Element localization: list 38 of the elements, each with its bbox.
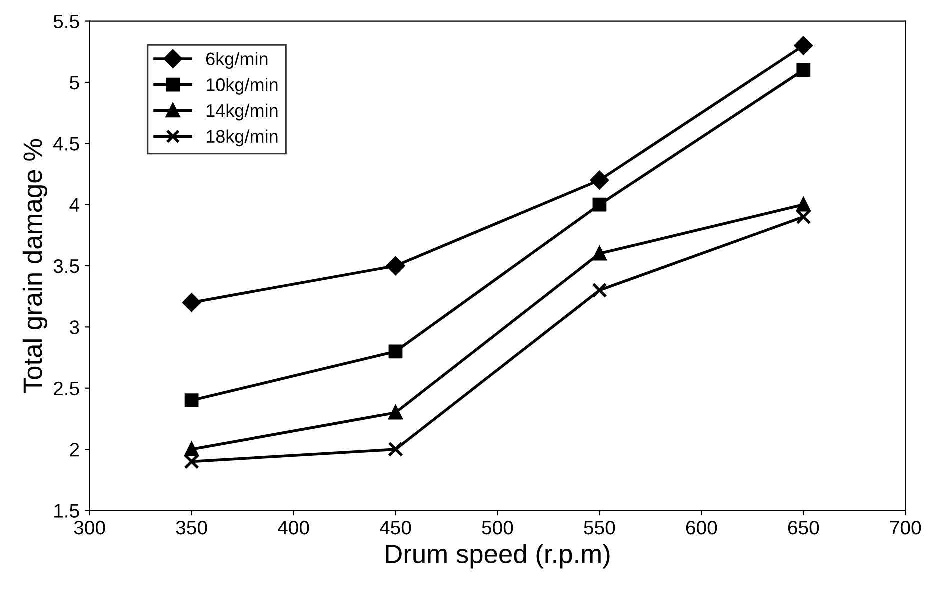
y-tick-label: 2.5	[54, 382, 80, 396]
point	[388, 442, 404, 458]
y-tick-label: 2	[70, 443, 80, 457]
x-tick-label: 300	[74, 520, 106, 535]
x-tick-label: 450	[380, 520, 412, 535]
point	[592, 246, 607, 261]
x-tick-label: 600	[686, 520, 718, 535]
x-tick-label: 400	[278, 520, 310, 535]
x-tick-label: 350	[176, 520, 208, 535]
point	[182, 293, 202, 312]
y-tick-label: 5.5	[54, 14, 80, 29]
y-tick-label: 1.5	[54, 504, 80, 518]
legend-label: 18kg/min	[206, 130, 278, 147]
legend-label: 14kg/min	[206, 104, 278, 121]
x-tick-label: 700	[890, 520, 922, 535]
y-tick-label: 3	[70, 320, 80, 334]
y-tick-label: 4	[70, 198, 80, 212]
x-tick-label: 550	[584, 520, 616, 535]
point	[794, 36, 813, 55]
point	[796, 198, 811, 212]
point	[592, 198, 607, 212]
point	[184, 442, 199, 456]
point	[590, 171, 609, 190]
point	[796, 63, 811, 78]
x-axis-title: Drum speed (r.p.m)	[386, 544, 610, 569]
point	[386, 256, 405, 276]
y-tick-label: 5	[70, 76, 80, 90]
y-tick-label: 3.5	[54, 259, 80, 274]
point	[388, 406, 403, 420]
y-axis-title: Total grain damage %	[22, 139, 48, 394]
point	[184, 394, 199, 408]
legend-label: 10kg/min	[206, 78, 278, 95]
point	[592, 282, 608, 298]
y-tick-label: 4.5	[54, 137, 80, 151]
legend-label: 6kg/min	[206, 52, 268, 70]
x-tick-label: 500	[482, 520, 514, 535]
x-tick-label: 650	[788, 520, 820, 535]
point	[388, 344, 403, 359]
